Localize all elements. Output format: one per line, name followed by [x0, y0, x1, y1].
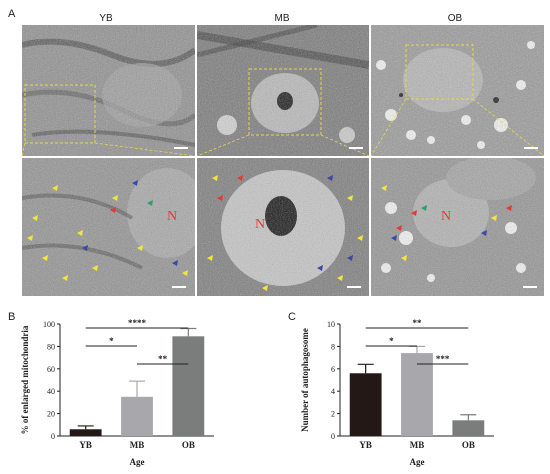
chart-c-significance-label: *** [436, 354, 450, 364]
chart-b-bar-yb [69, 429, 102, 436]
micrograph-mb-high-image: N [197, 158, 369, 296]
chart-c-significance-label: ** [413, 318, 423, 328]
chart-enlarged-mitochondria: 0 20 40 60 80 100 YB MB OB Age % of enlarged mitoc… [20, 318, 214, 467]
panel-a-letter: A [8, 8, 16, 20]
chart-autophagosome: 0 2 4 6 8 10 YB MB OB Age Number of autophagosome *… [300, 318, 494, 467]
micrograph-ob-high: N [371, 158, 544, 296]
micrograph-ob-high-image: N [371, 158, 544, 296]
chart-c-bar-ob [452, 420, 485, 436]
chart-c-bar-yb [349, 373, 382, 436]
chart-c-significance-label: * [389, 336, 394, 346]
chart-c-x-tick-label: YB [359, 440, 372, 450]
chart-b-x-tick-label: YB [79, 440, 92, 450]
chart-c-y-tick-label: 2 [331, 410, 335, 419]
chart-b-y-tick-label: 60 [47, 365, 55, 374]
nucleus-label-ob: N [441, 209, 451, 224]
chart-b-significance-label: * [109, 336, 114, 346]
chart-c-y-tick-label: 8 [331, 342, 335, 351]
micrograph-mb-low [197, 25, 369, 156]
chart-c-y-tick-label: 6 [331, 365, 335, 374]
chart-c-x-tick-label: MB [410, 440, 425, 450]
chart-c-y-tick-label: 4 [331, 387, 335, 396]
chart-b-bar-mb [121, 396, 153, 436]
chart-b-x-axis-label: Age [130, 457, 145, 467]
chart-c-x-tick-label: OB [462, 440, 475, 450]
micrograph-mb-high: N [197, 158, 369, 296]
panel-b-letter: B [8, 311, 16, 323]
chart-b-y-tick-label: 0 [51, 432, 55, 441]
chart-b-significance-label: **** [128, 318, 147, 328]
chart-b-x-tick-label: MB [130, 440, 145, 450]
column-label-ob: OB [447, 13, 463, 24]
chart-c-y-tick-label: 0 [331, 432, 335, 441]
nucleus-label-mb: N [255, 217, 265, 232]
micrograph-ob-low-image [371, 25, 544, 156]
micrograph-mb-low-image [197, 25, 369, 156]
nucleus-label-yb: N [167, 209, 177, 224]
micrograph-yb-low [22, 25, 195, 156]
chart-b-bar-ob [172, 336, 205, 436]
chart-c-y-axis-label: Number of autophagosome [300, 328, 310, 432]
micrograph-yb-high-image: N [22, 158, 195, 296]
chart-b-y-tick-label: 80 [47, 342, 55, 351]
chart-b-y-tick-label: 100 [43, 320, 55, 329]
micrograph-yb-high: N [22, 158, 195, 296]
micrograph-yb-low-image [22, 25, 195, 156]
panel-c-letter: C [288, 311, 296, 323]
chart-b-x-tick-label: OB [182, 440, 195, 450]
micrograph-ob-low [371, 25, 544, 156]
column-label-yb: YB [99, 13, 113, 24]
chart-b-significance-label: ** [158, 354, 168, 364]
chart-c-x-axis-label: Age [410, 457, 425, 467]
chart-b-y-tick-label: 20 [47, 410, 55, 419]
chart-c-y-tick-label: 10 [327, 320, 335, 329]
column-label-mb: MB [274, 13, 290, 24]
chart-c-bar-mb [401, 353, 433, 436]
chart-b-y-tick-label: 40 [47, 387, 55, 396]
chart-b-y-axis-label: % of enlarged mitochondria [20, 325, 30, 434]
